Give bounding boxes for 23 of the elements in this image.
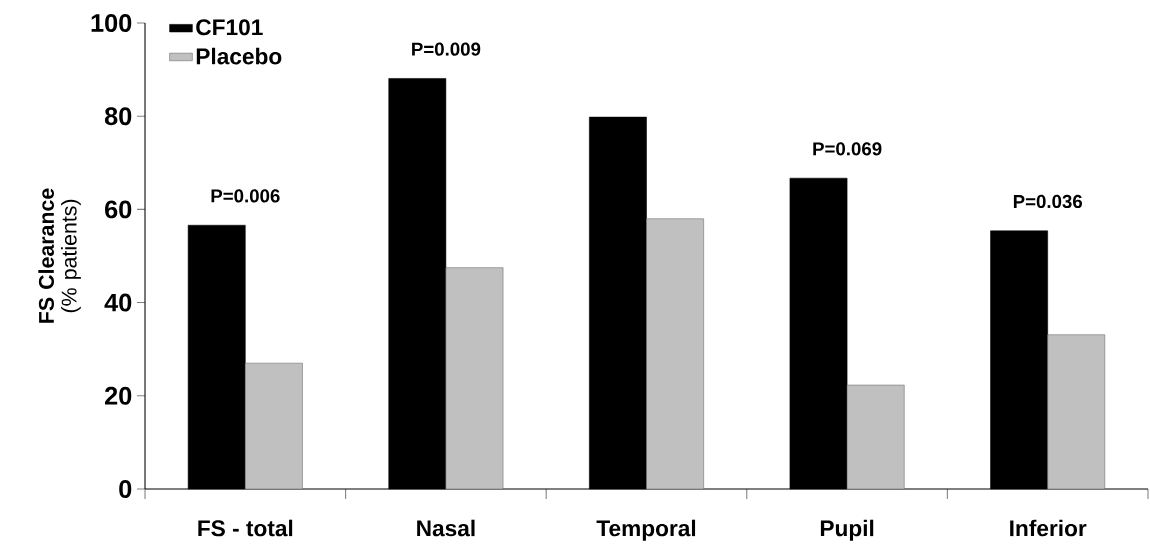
annotation: P=0.006 <box>211 189 280 203</box>
x-tick-label: Nasal <box>417 519 475 537</box>
bar <box>245 362 303 490</box>
y-tick-label: 80 <box>104 107 132 126</box>
legend-label: Placebo <box>196 47 282 65</box>
bar <box>445 267 504 490</box>
bar <box>846 384 905 490</box>
y-tick-label: 60 <box>105 200 132 219</box>
annotation: P=0.069 <box>813 142 882 156</box>
bar <box>646 218 704 490</box>
y-tick-label: 40 <box>104 293 132 312</box>
x-tick-label: Temporal <box>596 519 696 541</box>
legend-label: CF101 <box>196 19 263 36</box>
y-tick-label: 100 <box>91 14 132 32</box>
bar <box>1047 334 1106 490</box>
annotation: P=0.009 <box>412 42 481 56</box>
y-tick-label: 0 <box>119 480 132 498</box>
y-tick-label: 20 <box>105 386 132 405</box>
x-tick-label: Inferior <box>1010 519 1087 537</box>
x-tick-label: FS - total <box>198 519 293 537</box>
y-axis-title: FS Clearance (% patients) <box>38 188 81 323</box>
x-tick-label: Pupil <box>820 519 874 541</box>
annotation: P=0.036 <box>1013 194 1083 209</box>
